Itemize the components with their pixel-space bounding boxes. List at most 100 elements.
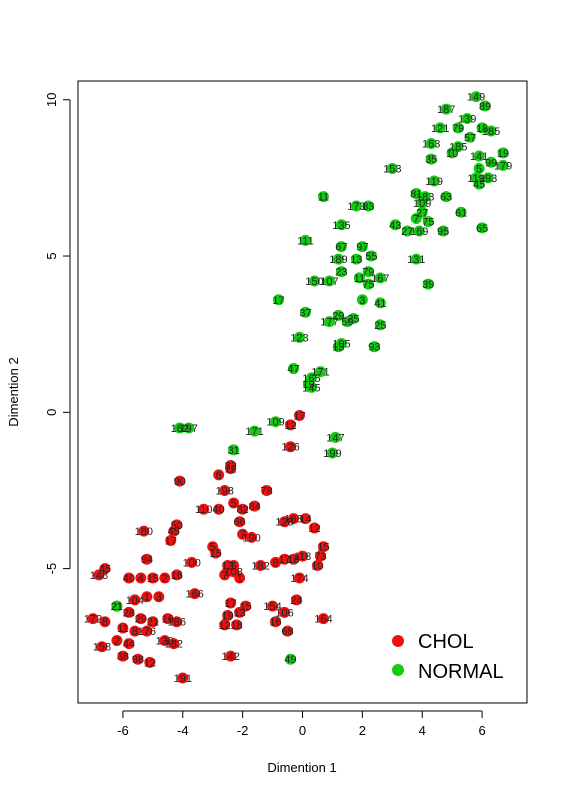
point-normal: [497, 147, 509, 159]
plot-frame: [77, 80, 528, 704]
point-normal: [464, 131, 476, 143]
point-chol: [117, 622, 129, 634]
point-chol: [261, 484, 273, 496]
point-normal: [288, 363, 300, 375]
point-label: 21: [111, 601, 123, 613]
point-normal: [446, 147, 458, 159]
point-label: 17: [272, 295, 284, 307]
point-label: 191: [174, 673, 192, 685]
point-label: 1: [237, 573, 243, 585]
point-normal: [422, 278, 434, 290]
point-label: 154: [263, 601, 281, 613]
point-label: 189: [329, 254, 347, 266]
point-label: 11: [318, 192, 329, 204]
point-label: 15: [240, 601, 252, 613]
point-label: 1: [144, 592, 150, 604]
point-label: 17: [278, 554, 290, 566]
point-label: 5: [231, 498, 237, 510]
point-label: 119: [467, 173, 485, 185]
point-label: 123: [290, 332, 308, 344]
point-label: 15: [317, 542, 329, 554]
point-normal: [294, 331, 306, 343]
point-label: 186: [168, 617, 186, 629]
point-normal: [273, 294, 285, 306]
point-chol: [255, 559, 267, 571]
point-label: 128: [275, 517, 293, 529]
point-label: 198: [215, 485, 233, 497]
point-label: 67: [335, 242, 347, 254]
point-normal: [183, 422, 195, 434]
point-normal: [350, 253, 362, 265]
point-normal: [335, 219, 347, 231]
point-chol: [129, 625, 141, 637]
point-label: 37: [299, 307, 311, 319]
y-tick-label: 10: [44, 93, 59, 107]
point-normal: [470, 91, 482, 103]
point-label: 23: [335, 267, 347, 279]
point-chol: [297, 550, 308, 562]
point-label: 57: [464, 132, 476, 144]
point-chol: [234, 516, 246, 528]
point-chol: [228, 497, 240, 509]
point-chol: [141, 625, 153, 637]
point-label: 35: [425, 154, 437, 166]
data-points: [87, 91, 509, 684]
point-label: 176: [138, 626, 156, 638]
point-chol: [87, 613, 99, 625]
point-label: 100: [183, 557, 201, 569]
x-tick-label: 6: [478, 723, 485, 738]
point-normal: [434, 122, 446, 134]
point-label: 166: [186, 589, 204, 601]
point-normal: [497, 159, 509, 171]
point-label: 148: [90, 570, 108, 582]
legend-marker-chol: [392, 635, 404, 647]
point-normal: [440, 103, 452, 115]
point-chol: [165, 534, 177, 546]
point-normal: [485, 156, 497, 168]
point-label: 171: [311, 367, 329, 379]
point-label: 10: [446, 148, 458, 160]
point-label: 17: [225, 598, 237, 610]
point-normal: [452, 122, 464, 134]
point-chol: [93, 569, 105, 581]
point-label: 163: [422, 139, 440, 151]
point-normal: [365, 250, 377, 262]
point-chol: [279, 553, 291, 565]
point-label: 82: [237, 504, 249, 516]
point-chol: [219, 569, 231, 581]
point-chol: [141, 591, 153, 603]
point-label: 84: [248, 501, 260, 513]
point-label: 38: [117, 651, 129, 663]
point-normal: [389, 219, 401, 231]
point-label: 18: [287, 554, 299, 566]
point-normal: [437, 225, 449, 237]
point-chol: [111, 634, 123, 646]
point-label: 110: [195, 504, 213, 516]
point-label: 119: [425, 176, 443, 188]
point-label: 109: [266, 417, 284, 429]
point-label: 17: [165, 535, 177, 547]
point-label: 79: [362, 267, 374, 279]
point-label: 135: [332, 220, 350, 232]
point-label: 61: [455, 207, 467, 219]
point-label: 139: [458, 114, 476, 126]
point-label: 21: [147, 617, 159, 629]
point-label: 5: [210, 542, 216, 554]
point-label: 27: [401, 226, 413, 238]
point-label: 13: [222, 560, 234, 572]
legend: CHOL NORMAL: [392, 631, 504, 683]
point-chol: [228, 559, 240, 571]
point-normal: [440, 191, 452, 203]
point-label: 31: [228, 445, 240, 457]
point-label: 3: [359, 295, 365, 307]
y-axis: -5 0 5 10: [44, 93, 71, 574]
point-label: 187: [437, 104, 455, 116]
point-chol: [117, 650, 129, 662]
point-normal: [473, 178, 485, 190]
point-label: 169: [410, 226, 428, 238]
point-chol: [99, 616, 111, 628]
point-label: 177: [320, 317, 338, 329]
point-chol: [285, 419, 297, 431]
point-normal: [332, 309, 344, 321]
